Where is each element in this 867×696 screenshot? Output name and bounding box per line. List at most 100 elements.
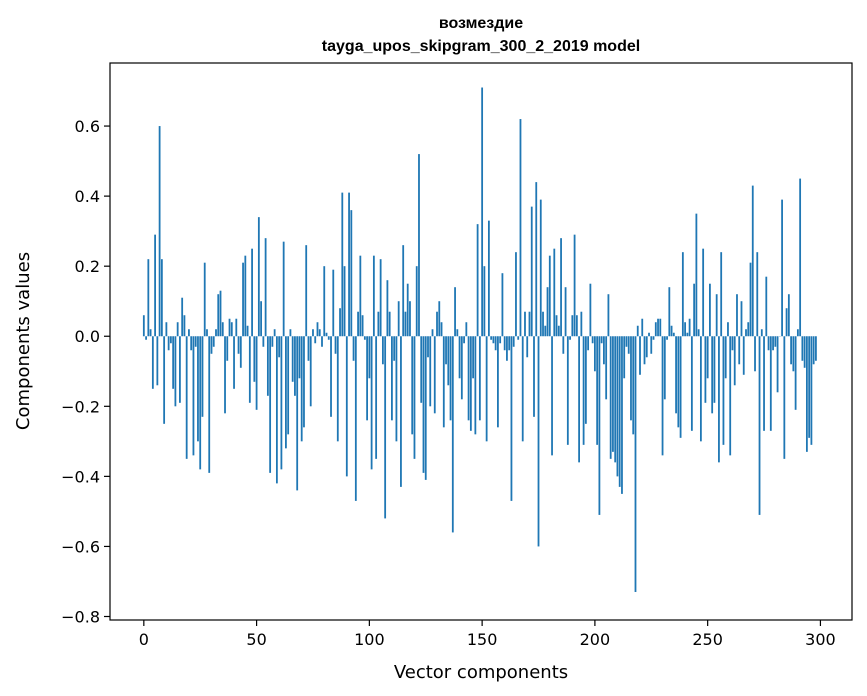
bar-component-184 — [557, 325, 560, 337]
bar-component-210 — [616, 336, 619, 477]
bar-component-21 — [190, 336, 193, 351]
bar-component-243 — [690, 336, 693, 431]
bar-component-94 — [354, 336, 357, 501]
bar-component-263 — [736, 294, 738, 337]
bar-component-161 — [506, 336, 508, 361]
bar-component-113 — [397, 301, 400, 337]
bar-component-180 — [548, 255, 551, 337]
bar-component-144 — [467, 336, 470, 421]
bar-component-252 — [711, 336, 714, 414]
bar-component-137 — [451, 336, 454, 533]
bar-component-275 — [763, 336, 765, 431]
bar-component-173 — [533, 336, 535, 417]
bar-component-183 — [555, 315, 558, 337]
bar-component-175 — [537, 336, 540, 547]
bar-component-31 — [212, 336, 215, 347]
bar-component-76 — [314, 336, 317, 344]
bar-component-125 — [424, 336, 427, 480]
bar-component-179 — [546, 287, 549, 337]
bar-component-269 — [749, 262, 752, 337]
bar-component-225 — [650, 336, 653, 354]
bar-component-116 — [404, 311, 407, 337]
bar-component-226 — [652, 336, 655, 340]
bar-component-37 — [226, 336, 229, 361]
bar-component-297 — [812, 336, 815, 365]
bar-component-3 — [149, 329, 152, 337]
bar-component-13 — [172, 336, 175, 389]
bar-component-227 — [654, 322, 657, 337]
bar-component-240 — [684, 322, 686, 337]
x-tick-label: 50 — [246, 630, 266, 649]
bar-component-187 — [564, 287, 567, 337]
bar-component-266 — [742, 336, 745, 375]
bar-component-168 — [521, 336, 524, 442]
bar-component-156 — [494, 336, 497, 351]
bar-component-246 — [697, 329, 700, 337]
bar-component-60 — [278, 336, 281, 358]
bar-component-118 — [409, 301, 411, 337]
bar-component-251 — [709, 283, 711, 337]
bar-component-239 — [681, 252, 684, 337]
bar-component-276 — [765, 276, 768, 337]
bar-component-249 — [704, 336, 707, 403]
bar-component-62 — [282, 241, 285, 337]
bar-component-286 — [787, 294, 790, 337]
bar-component-26 — [201, 336, 204, 417]
bar-component-28 — [206, 329, 208, 337]
bar-component-230 — [661, 336, 664, 456]
bar-component-248 — [702, 248, 705, 337]
bar-component-213 — [623, 336, 626, 379]
bar-component-228 — [657, 318, 659, 337]
bar-component-35 — [221, 322, 224, 337]
bar-component-143 — [465, 322, 468, 337]
y-tick-label: 0.0 — [75, 327, 100, 346]
bar-component-136 — [449, 336, 452, 421]
bar-component-14 — [174, 336, 177, 407]
bar-component-237 — [677, 336, 680, 428]
bar-component-265 — [740, 301, 743, 337]
bar-component-10 — [165, 322, 168, 337]
bar-component-181 — [551, 336, 553, 456]
bar-component-83 — [330, 336, 332, 417]
bar-component-6 — [156, 336, 159, 386]
bar-component-163 — [510, 336, 513, 501]
bar-component-58 — [273, 329, 276, 337]
bar-component-99 — [366, 336, 368, 421]
bar-component-235 — [672, 332, 675, 337]
bar-component-205 — [605, 336, 608, 400]
bar-component-114 — [400, 336, 402, 487]
bar-component-270 — [751, 185, 754, 337]
bar-component-32 — [215, 329, 217, 337]
bar-component-192 — [575, 315, 578, 337]
bar-component-87 — [339, 308, 341, 337]
bar-component-231 — [663, 336, 666, 400]
bar-component-69 — [298, 336, 301, 379]
bar-component-95 — [357, 311, 359, 337]
bar-component-92 — [350, 210, 353, 337]
bar-component-188 — [566, 336, 569, 445]
bar-component-30 — [210, 336, 213, 354]
bar-component-18 — [183, 315, 186, 337]
bar-component-53 — [262, 336, 265, 347]
bar-component-298 — [815, 336, 817, 361]
bar-component-68 — [296, 336, 299, 491]
bar-component-101 — [370, 336, 373, 470]
bar-component-82 — [327, 336, 330, 340]
bar-component-291 — [799, 178, 802, 337]
bar-component-111 — [393, 336, 396, 361]
bar-component-106 — [381, 336, 384, 365]
bar-component-244 — [693, 283, 696, 337]
bar-component-72 — [305, 245, 308, 337]
bar-component-127 — [429, 336, 432, 407]
bar-component-189 — [569, 336, 571, 340]
y-tick-label: 0.6 — [75, 117, 100, 136]
bar-component-141 — [460, 336, 463, 400]
bar-component-91 — [348, 192, 350, 337]
bar-component-119 — [411, 336, 414, 435]
bar-component-261 — [731, 336, 734, 351]
bar-component-218 — [634, 336, 637, 592]
bar-component-5 — [154, 234, 156, 337]
bar-component-41 — [235, 318, 238, 337]
y-axis-label: Components values — [13, 252, 34, 430]
bar-component-285 — [785, 308, 788, 337]
